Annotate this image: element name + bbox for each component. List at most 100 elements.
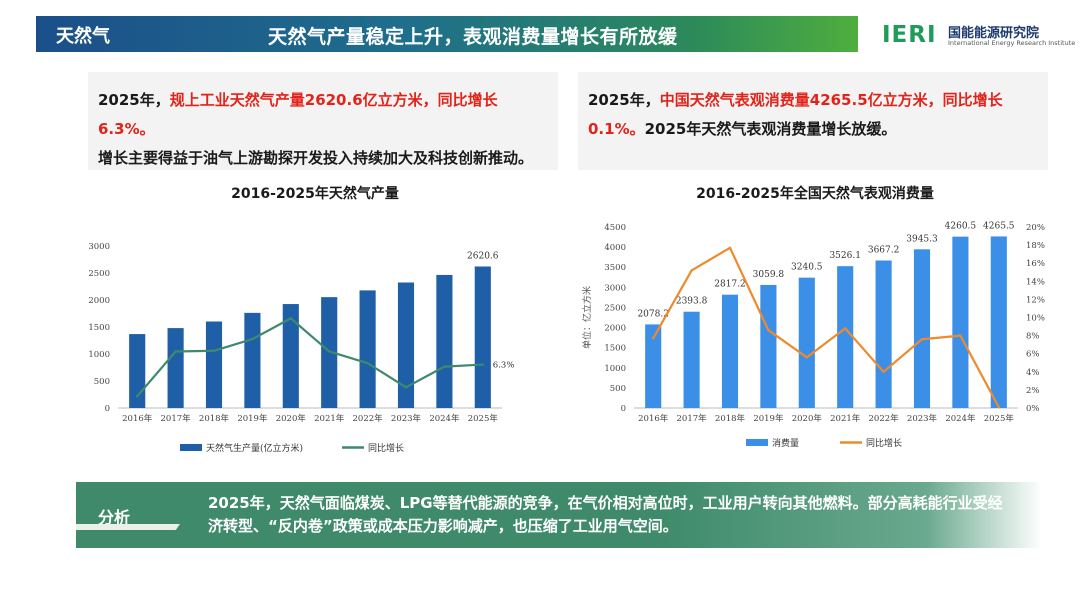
production-y-tick: 0 — [105, 404, 110, 414]
consumption-y2-tick: 12% — [1026, 295, 1045, 305]
consumption-chart: 0 500 1000 1500 2000 2500 3000 3500 4000 4500 0% 2%… — [581, 221, 1045, 449]
consumption-y-tick: 1500 — [604, 344, 626, 354]
production-x-tick: 2016年 — [122, 413, 153, 424]
production-x-tick: 2024年 — [429, 413, 460, 424]
analysis-text: 2025年，天然气面临煤炭、LPG等替代能源的竞争，在气价相对高位时，工业用户转… — [208, 494, 1003, 535]
consumption-bar — [837, 266, 854, 408]
production-y-tick: 1500 — [88, 323, 110, 333]
consumption-bar — [721, 294, 739, 408]
consumption-highlight: 中国天然气表观消费量4265.5亿立方米，同比增长0.1%。 — [588, 91, 1003, 138]
consumption-bar — [990, 236, 1007, 408]
consumption-y-tick: 1000 — [604, 364, 626, 374]
consumption-value-label: 3059.8 — [753, 270, 785, 280]
production-bar — [167, 328, 184, 408]
consumption-growth-point — [920, 338, 924, 341]
consumption-summary-box: 2025年，中国天然气表观消费量4265.5亿立方米，同比增长0.1%。2025… — [578, 72, 1048, 170]
consumption-x-tick: 2016年 — [638, 413, 669, 424]
production-x-tick: 2022年 — [353, 413, 384, 424]
production-x-tick: 2025年 — [468, 413, 499, 424]
consumption-y2-tick: 18% — [1026, 241, 1045, 251]
consumption-y2-tick: 8% — [1026, 332, 1040, 342]
production-x-tick: 2020年 — [276, 413, 307, 424]
consumption-x-tick: 2019年 — [753, 413, 784, 424]
consumption-lead: 2025年， — [588, 91, 660, 109]
production-x-tick: 2019年 — [237, 413, 268, 424]
header-banner: 天然气 天然气产量稳定上升，表观消费量增长有所放缓 — [36, 16, 858, 52]
page-title: 天然气产量稳定上升，表观消费量增长有所放缓 — [268, 26, 678, 48]
consumption-x-tick: 2022年 — [869, 413, 900, 424]
consumption-x-tick: 2023年 — [907, 413, 938, 424]
production-growth-point — [174, 350, 177, 353]
consumption-y2-tick: 0% — [1026, 404, 1040, 414]
consumption-growth-point — [997, 405, 1000, 409]
consumption-bar — [760, 284, 777, 408]
consumption-y-tick: 0 — [621, 404, 626, 414]
consumption-growth-point — [728, 246, 732, 250]
consumption-legend-bar-label: 消费量 — [772, 437, 799, 449]
consumption-y-tick: 4000 — [604, 243, 626, 253]
consumption-x-tick: 2024年 — [945, 413, 976, 424]
production-growth-point — [443, 365, 446, 368]
consumption-x-tick: 2018年 — [715, 413, 746, 424]
consumption-summary-text: 2025年，中国天然气表观消费量4265.5亿立方米，同比增长0.1%。2025… — [588, 86, 1038, 144]
production-y-tick: 500 — [94, 377, 110, 387]
section-tag: 天然气 — [56, 26, 110, 47]
production-summary-text: 2025年，规上工业天然气产量2620.6亿立方米，同比增长6.3%。增长主要得… — [98, 86, 548, 173]
chart-title-production: 2016-2025年天然气产量 — [231, 186, 399, 202]
consumption-x-tick: 2017年 — [677, 413, 708, 424]
consumption-growth-point — [844, 327, 847, 330]
consumption-value-label: 3667.2 — [868, 245, 900, 255]
production-y-tick: 2000 — [88, 296, 110, 306]
production-bar — [474, 266, 491, 408]
production-x-tick: 2023年 — [391, 413, 422, 424]
production-y-tick: 1000 — [88, 350, 110, 360]
consumption-y2-tick: 6% — [1026, 350, 1040, 360]
production-growth-point — [366, 361, 369, 365]
production-bar — [397, 282, 415, 408]
production-bar — [282, 304, 299, 408]
production-bar — [359, 290, 376, 408]
logo-subtitle: International Energy Research Institute — [948, 39, 1076, 47]
production-x-tick: 2021年 — [314, 413, 345, 424]
consumption-y2-tick: 10% — [1026, 314, 1045, 324]
consumption-value-label: 3526.1 — [829, 251, 861, 261]
production-chart: 0 500 1000 1500 2000 2500 3000 2016年 2017年 2018年 2… — [88, 242, 515, 454]
consumption-value-label: 2817.2 — [714, 280, 746, 290]
production-y-tick: 3000 — [88, 242, 110, 252]
consumption-growth-point — [882, 370, 885, 373]
consumption-value-label: 4260.5 — [945, 222, 977, 232]
consumption-bar — [798, 277, 815, 408]
ieri-logo: IERI 国能能源研究院 International Energy Resear… — [882, 20, 1075, 50]
production-legend-line-label: 同比增长 — [368, 442, 404, 454]
production-growth-point — [251, 337, 254, 341]
production-growth-point — [136, 395, 139, 398]
production-lead: 2025年， — [98, 91, 170, 109]
consumption-body: 2025年天然气表观消费量增长放缓。 — [644, 120, 897, 138]
consumption-growth-point — [690, 269, 693, 272]
production-x-tick: 2017年 — [161, 413, 192, 424]
consumption-bar — [683, 311, 700, 408]
consumption-x-tick: 2025年 — [984, 413, 1015, 424]
consumption-y-tick: 3000 — [604, 283, 626, 293]
consumption-bar — [645, 324, 662, 408]
production-bar — [244, 312, 261, 408]
consumption-x-tick: 2020年 — [792, 413, 823, 424]
production-highlight: 规上工业天然气产量2620.6亿立方米，同比增长6.3%。 — [98, 91, 498, 138]
consumption-y2-tick: 14% — [1026, 277, 1045, 287]
production-line-label: 6.3% — [493, 361, 515, 371]
consumption-growth-point — [767, 328, 770, 332]
consumption-value-label: 4265.5 — [983, 221, 1015, 231]
production-legend-bar-swatch — [180, 444, 202, 451]
chart-title-consumption: 2016-2025年全国天然气表观消费量 — [696, 186, 934, 202]
production-body: 增长主要得益于油气上游勘探开发投入持续加大及科技创新推动。 — [98, 149, 534, 167]
production-x-tick: 2018年 — [199, 413, 230, 424]
consumption-y-tick: 2500 — [604, 303, 626, 313]
consumption-y-tick: 2000 — [604, 324, 626, 334]
consumption-x-tick: 2021年 — [830, 413, 861, 424]
consumption-y-tick: 3500 — [604, 263, 626, 273]
consumption-y-axis-label: 单位：亿立方米 — [581, 286, 593, 349]
consumption-legend-bar-swatch — [746, 439, 768, 446]
consumption-y2-tick: 20% — [1026, 223, 1045, 233]
consumption-growth-point — [805, 356, 808, 359]
consumption-y2-tick: 4% — [1026, 368, 1040, 378]
